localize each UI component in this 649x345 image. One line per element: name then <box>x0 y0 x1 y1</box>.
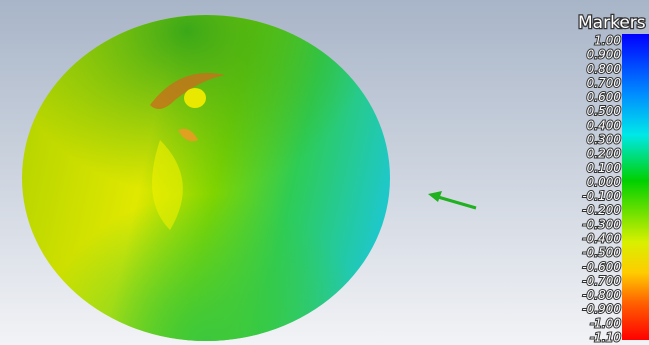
legend-label: 0.000 <box>587 175 622 189</box>
legend-label: -0.500 <box>582 246 621 260</box>
legend-label: 0.600 <box>587 90 622 104</box>
legend-label: -0.200 <box>582 203 621 217</box>
legend-label: 1.00 <box>594 34 621 48</box>
legend-label: 0.200 <box>587 147 622 161</box>
legend-label: -1.10 <box>590 331 621 345</box>
legend-label: 0.300 <box>587 133 622 147</box>
legend-label: -0.400 <box>582 232 621 246</box>
legend-label: 0.500 <box>587 104 622 118</box>
legend-label: -0.600 <box>582 260 621 274</box>
legend-label: -0.900 <box>582 302 621 316</box>
legend-labels: 1.000.9000.8000.7000.6000.5000.4000.3000… <box>582 34 621 345</box>
legend-label: -0.100 <box>582 189 621 203</box>
legend-label: 0.900 <box>587 48 622 62</box>
legend-label: 0.800 <box>587 62 622 76</box>
legend-label: -1.00 <box>590 316 621 330</box>
legend-label: 0.100 <box>587 161 622 175</box>
color-bar <box>622 34 649 340</box>
viewport: Markers 1.000.9000.8000.7000.6000.5000.4… <box>0 0 649 345</box>
legend-label: -0.700 <box>582 274 621 288</box>
legend-label: -0.800 <box>582 288 621 302</box>
contour-disk <box>22 15 390 341</box>
legend-label: 0.700 <box>587 76 622 90</box>
legend-label: 0.400 <box>587 118 622 132</box>
legend-label: -0.300 <box>582 217 621 231</box>
legend-title: Markers <box>578 13 646 33</box>
